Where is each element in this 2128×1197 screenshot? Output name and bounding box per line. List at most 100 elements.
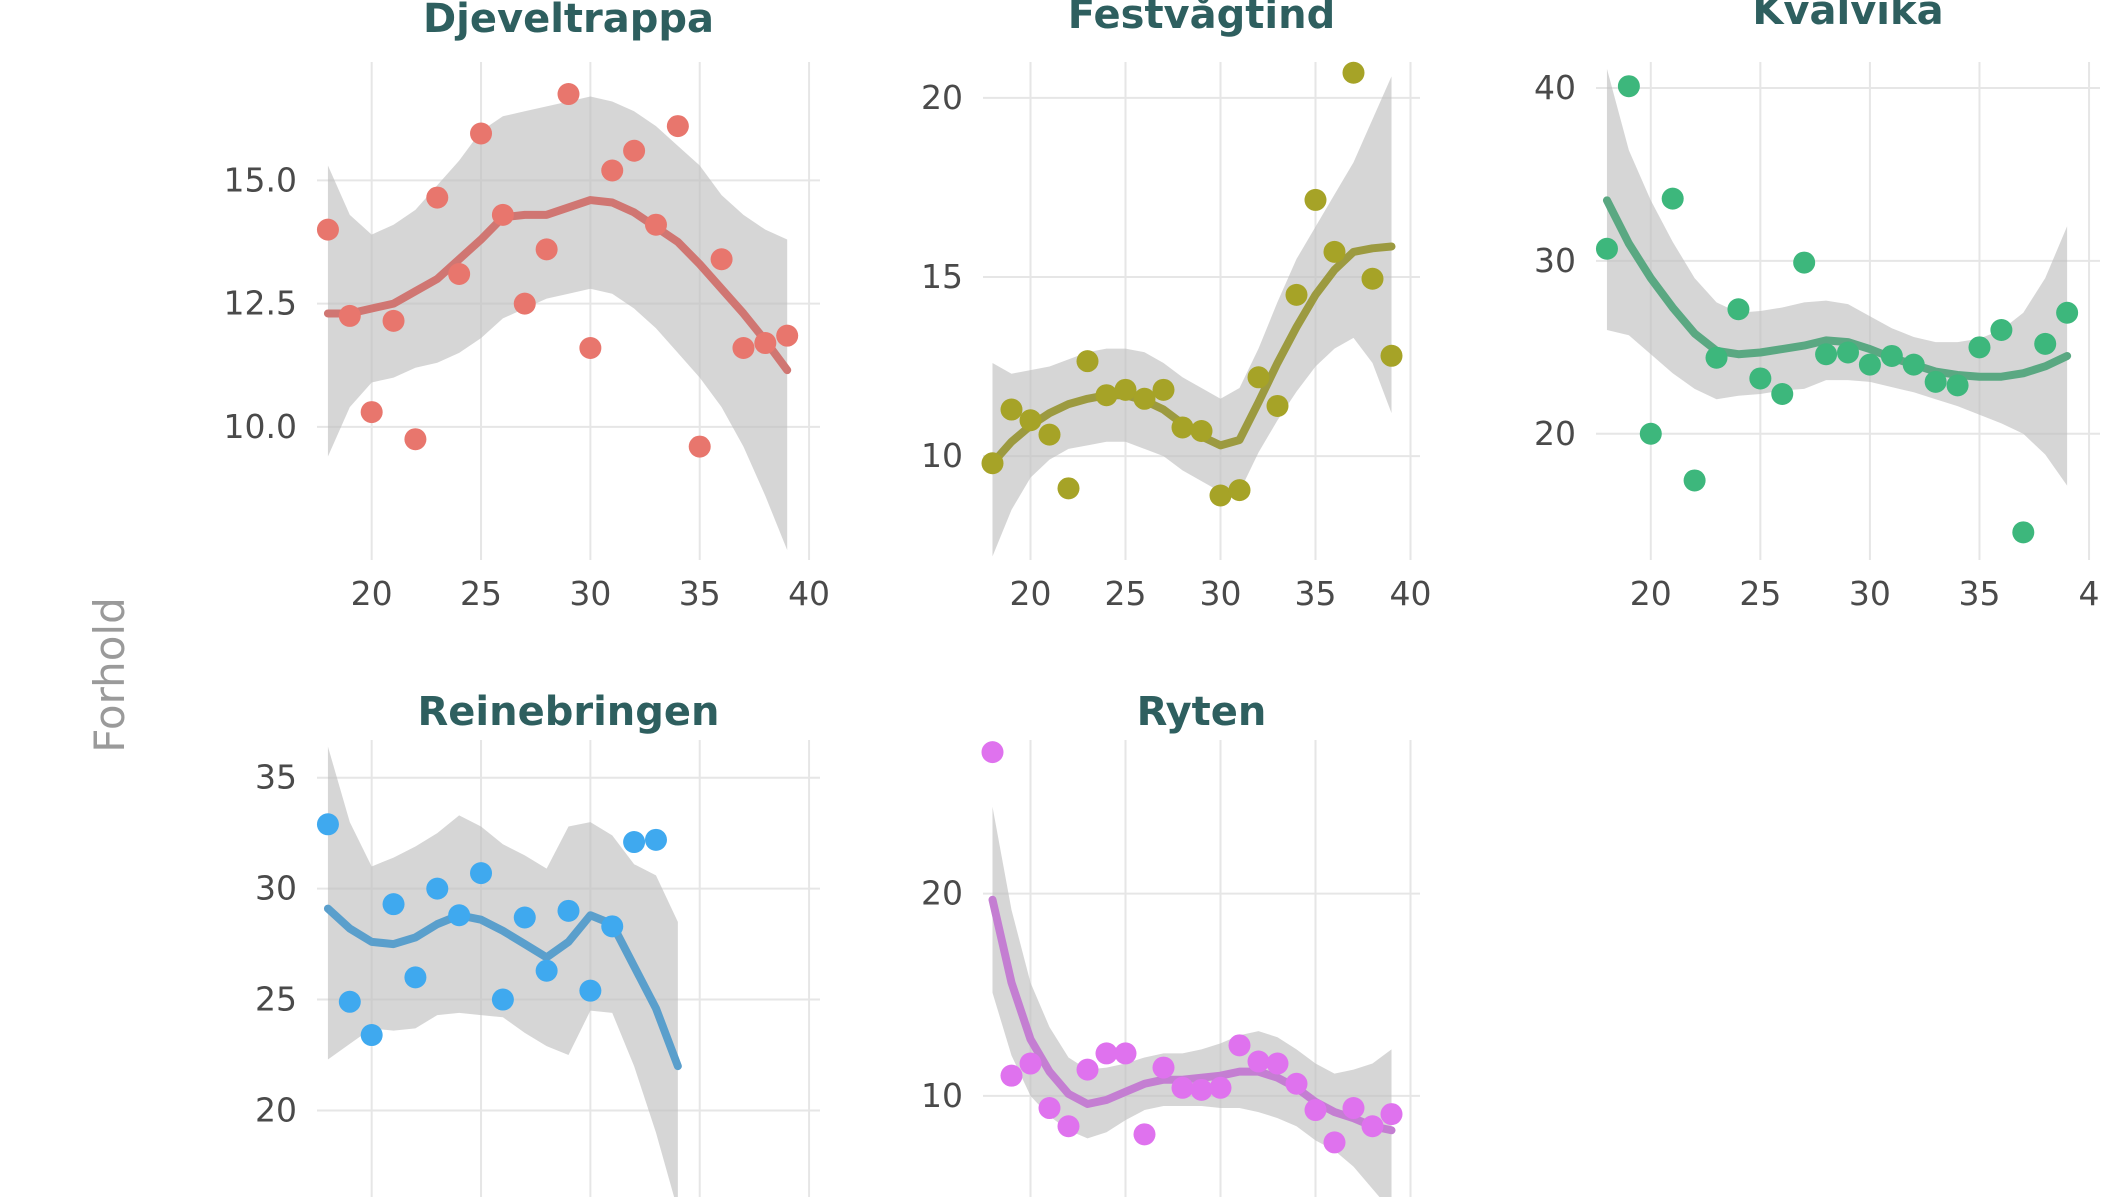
data-point <box>1171 416 1194 439</box>
data-point <box>316 218 339 241</box>
data-point <box>1095 384 1118 407</box>
y-tick-label: 40 <box>1534 68 1576 107</box>
x-tick-label: 20 <box>351 574 393 613</box>
facet-panel: 20 30 40 20 25 30 35 4 Kvalvika <box>1534 0 2100 613</box>
data-point <box>1749 367 1772 390</box>
data-point <box>1038 1097 1061 1120</box>
data-point <box>601 159 624 182</box>
data-point <box>1057 1115 1080 1138</box>
data-point <box>1095 1042 1118 1065</box>
data-point <box>382 309 405 332</box>
y-tick-label: 30 <box>255 869 297 908</box>
y-tick-label: 12.5 <box>224 284 297 323</box>
data-point <box>1323 1131 1346 1154</box>
y-tick-label: 20 <box>255 1090 297 1129</box>
facet-panel: 20 25 30 35 Reinebringen <box>255 689 820 1197</box>
x-tick-label: 35 <box>1295 574 1337 613</box>
y-tick-label: 20 <box>921 78 963 117</box>
facet-panel: 10.0 12.5 15.0 20 25 30 35 40 Djeveltrappa <box>224 0 831 613</box>
data-point <box>1209 1076 1232 1099</box>
data-point <box>1361 1115 1384 1138</box>
data-point <box>981 452 1004 475</box>
data-point <box>579 336 602 359</box>
data-point <box>1266 394 1289 417</box>
facet-title: Festvågtind <box>1068 0 1335 38</box>
y-tick-label: 10 <box>921 436 963 475</box>
data-point <box>1133 387 1156 410</box>
data-point <box>1902 353 1925 376</box>
data-point <box>1639 422 1662 445</box>
data-point <box>1304 1099 1327 1122</box>
data-point <box>404 428 427 451</box>
data-point <box>1342 61 1365 84</box>
data-point <box>448 263 471 286</box>
data-point <box>1946 374 1969 397</box>
data-point <box>644 828 667 851</box>
data-point <box>1209 484 1232 507</box>
data-point <box>1968 336 1991 359</box>
data-point <box>1019 1052 1042 1075</box>
data-point <box>1595 237 1618 260</box>
data-point <box>1171 1076 1194 1099</box>
data-point <box>1247 366 1270 389</box>
data-point <box>1815 343 1838 366</box>
data-point <box>316 813 339 836</box>
x-tick-label: 20 <box>1010 574 1052 613</box>
data-point <box>1683 469 1706 492</box>
confidence-band <box>327 746 678 1197</box>
x-tick-label: 20 <box>1630 574 1672 613</box>
data-point <box>1990 319 2013 342</box>
data-point <box>1304 188 1327 211</box>
facet-panel: 10 20 Ryten <box>921 689 1420 1197</box>
data-point <box>470 122 493 145</box>
data-point <box>1057 477 1080 500</box>
data-point <box>338 990 361 1013</box>
data-point <box>1152 1056 1175 1079</box>
data-point <box>601 915 624 938</box>
data-point <box>1661 187 1684 210</box>
confidence-band <box>327 96 788 551</box>
data-point <box>426 186 449 209</box>
data-point <box>1076 1058 1099 1081</box>
confidence-band <box>1606 68 2068 486</box>
data-point <box>623 139 646 162</box>
data-point <box>1793 251 1816 274</box>
x-tick-label: 40 <box>788 574 830 613</box>
y-tick-label: 10 <box>921 1076 963 1115</box>
data-point <box>688 435 711 458</box>
data-point <box>1705 346 1728 369</box>
y-axis-title: Forhold <box>85 597 134 753</box>
y-tick-label: 20 <box>921 874 963 913</box>
y-tick-label: 20 <box>1534 414 1576 453</box>
data-point <box>557 899 580 922</box>
data-point <box>666 115 689 138</box>
data-point <box>623 831 646 854</box>
data-point <box>710 248 733 271</box>
data-point <box>1038 423 1061 446</box>
data-point <box>1361 267 1384 290</box>
x-tick-label: 30 <box>569 574 611 613</box>
y-tick-label: 15 <box>921 257 963 296</box>
data-point <box>579 979 602 1002</box>
data-point <box>1190 1078 1213 1101</box>
data-point <box>1228 1034 1251 1057</box>
data-point <box>1266 1052 1289 1075</box>
data-point <box>1727 298 1750 321</box>
data-point <box>1000 398 1023 421</box>
data-point <box>360 401 383 424</box>
data-point <box>338 304 361 327</box>
data-point <box>491 203 514 226</box>
data-point <box>1323 240 1346 263</box>
x-tick-label: 4 <box>2079 574 2100 613</box>
data-point <box>470 862 493 885</box>
x-tick-label: 25 <box>1739 574 1781 613</box>
data-point <box>513 292 536 315</box>
data-point <box>2034 332 2057 355</box>
y-tick-label: 15.0 <box>224 160 297 199</box>
data-point <box>1285 1072 1308 1095</box>
data-point <box>1285 283 1308 306</box>
facet-panel: 10 15 20 20 25 30 35 40 Festvågtind <box>921 0 1432 613</box>
data-point <box>1114 1042 1137 1065</box>
data-point <box>1228 479 1251 502</box>
